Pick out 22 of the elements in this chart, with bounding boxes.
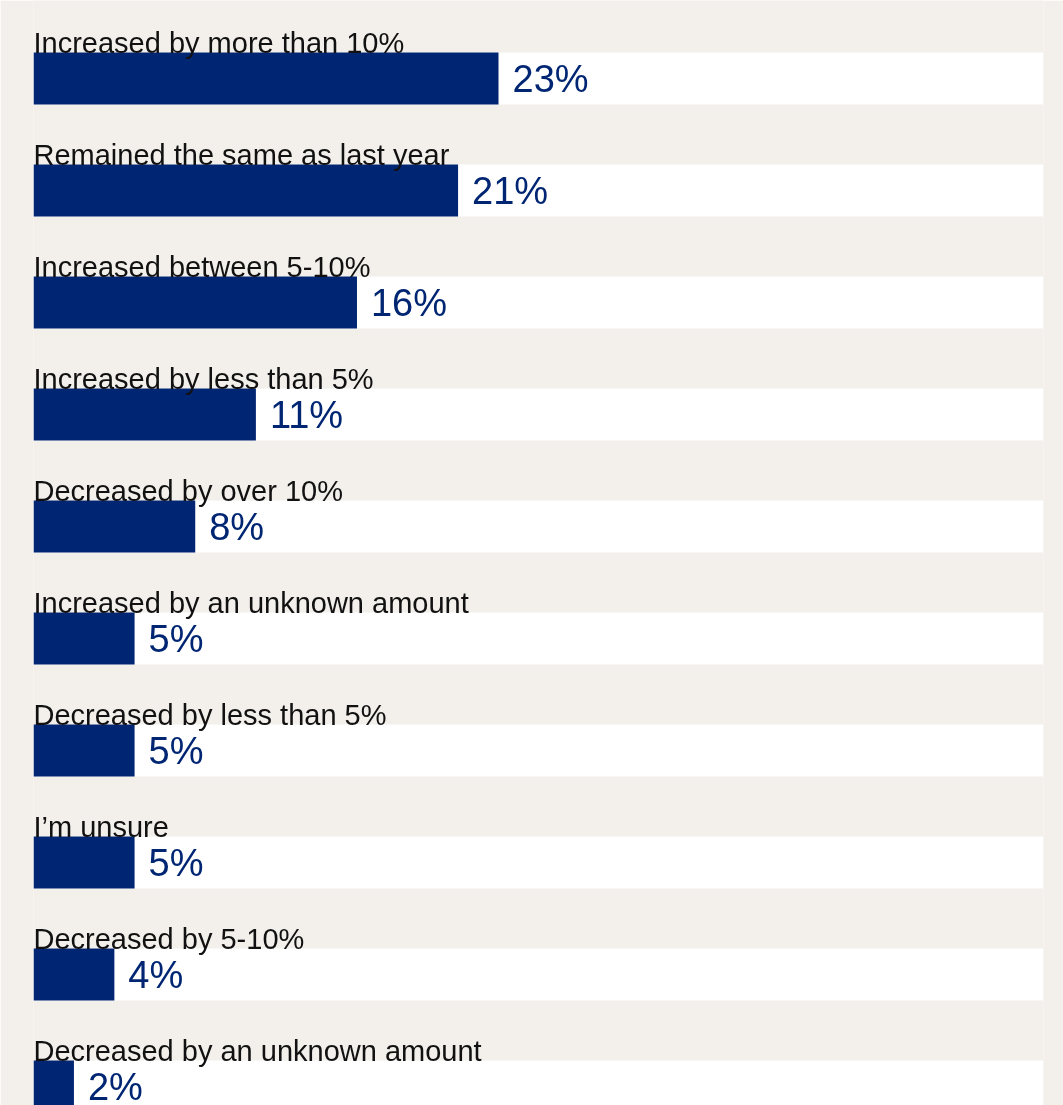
data-label: 2% xyxy=(87,1065,143,1105)
y-tick-label: Decreased by over 10% xyxy=(33,474,343,507)
data-label: 5% xyxy=(148,841,204,884)
data-label: 8% xyxy=(209,505,265,548)
y-tick-label: Increased between 5-10% xyxy=(33,250,371,283)
data-label: 4% xyxy=(128,953,184,996)
y-tick-label: Increased by an unknown amount xyxy=(33,586,469,619)
y-tick-label: Increased by more than 10% xyxy=(33,26,405,59)
y-tick-label: Increased by less than 5% xyxy=(33,362,374,395)
data-label: 16% xyxy=(370,281,448,324)
y-tick-label: Remained the same as last year xyxy=(33,138,450,171)
data-label: 11% xyxy=(269,393,344,436)
y-tick-label: Decreased by an unknown amount xyxy=(33,1034,482,1067)
bar xyxy=(33,836,135,889)
y-tick-label: Decreased by less than 5% xyxy=(33,698,387,731)
bar xyxy=(33,948,115,1001)
bar xyxy=(33,612,135,665)
y-tick-label: I’m unsure xyxy=(33,810,169,843)
data-label: 21% xyxy=(472,169,549,212)
bar xyxy=(33,724,135,777)
data-label: 23% xyxy=(512,57,589,100)
y-tick-label: Decreased by 5-10% xyxy=(33,922,305,955)
